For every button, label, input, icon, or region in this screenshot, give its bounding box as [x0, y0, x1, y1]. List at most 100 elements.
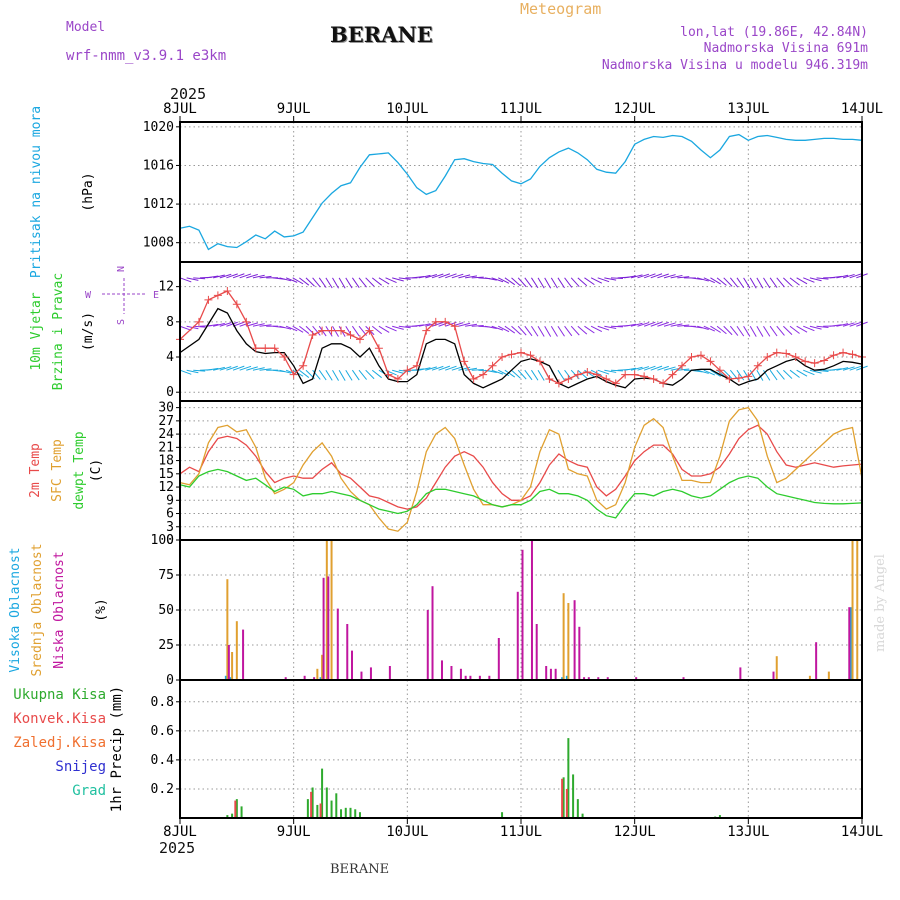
- precip-bar: [311, 787, 314, 818]
- gust-marker: [299, 361, 308, 370]
- pressure-unit-label: (hPa): [81, 172, 96, 211]
- gust-marker: [327, 326, 336, 335]
- wind-vector: [723, 277, 733, 287]
- clouds-bar: [565, 675, 568, 680]
- wind-y-tick-label: 0: [166, 385, 174, 400]
- wind-vector: [491, 369, 504, 375]
- wind-vector: [371, 325, 382, 335]
- wind-vector: [431, 365, 444, 371]
- wind-vector: [351, 277, 360, 288]
- precip-bar: [718, 815, 721, 818]
- wind-vector: [756, 369, 764, 381]
- wind-vector: [783, 325, 793, 335]
- precip-bar: [562, 777, 565, 818]
- gust-marker: [232, 300, 241, 309]
- wind-vector: [445, 365, 457, 371]
- wind-vector: [769, 325, 778, 337]
- temp-y-tick-label: 24: [158, 427, 174, 442]
- wind-vector: [312, 369, 321, 380]
- clouds-unit-label: (%): [94, 598, 109, 621]
- gust-marker: [270, 344, 279, 353]
- wind-vector: [842, 322, 855, 327]
- wind-vector: [179, 277, 192, 283]
- wind-vector: [796, 325, 808, 333]
- gust-marker: [412, 361, 421, 370]
- precip-bar: [335, 793, 338, 818]
- wind-vector: [511, 369, 521, 379]
- wind-vector: [776, 277, 785, 288]
- year-top: 2025: [170, 85, 207, 103]
- x-tick-label-top: 8JUL: [163, 101, 197, 117]
- wind-vector: [219, 366, 232, 371]
- wind-vector: [657, 365, 669, 371]
- wind-vector: [239, 365, 252, 371]
- gust-marker: [782, 349, 791, 358]
- wind-vector: [246, 273, 258, 279]
- clouds-bar: [856, 540, 859, 680]
- wind-vector: [259, 275, 272, 279]
- gust-marker: [772, 348, 781, 357]
- wind-vector: [226, 321, 238, 327]
- wind-vector: [577, 325, 588, 335]
- wind-vector: [537, 369, 545, 381]
- wind-vector: [531, 325, 539, 337]
- gust-marker: [223, 287, 232, 296]
- wind-vector: [351, 369, 360, 381]
- wind-vector: [577, 277, 588, 287]
- gust-marker: [308, 331, 317, 340]
- wind-vector: [219, 322, 232, 327]
- gust-marker: [393, 375, 402, 384]
- wind-vector: [332, 369, 339, 381]
- wind-vector: [279, 325, 292, 330]
- gust-marker: [422, 326, 431, 335]
- wind-vector: [550, 325, 558, 337]
- wind-vector: [637, 273, 650, 279]
- wind-vector: [789, 369, 800, 378]
- wind-vector: [849, 321, 862, 327]
- gust-marker: [687, 353, 696, 362]
- clouds-bar: [772, 671, 775, 680]
- compass-west: W: [85, 290, 92, 301]
- compass-east: E: [153, 290, 159, 301]
- precip-legend-item: Ukupna Kisa: [13, 687, 106, 703]
- gust-marker: [630, 370, 639, 379]
- wind-y-tick-label: 4: [166, 350, 174, 365]
- gust-marker: [848, 350, 857, 359]
- wind-vector: [351, 325, 360, 337]
- wind-vector: [318, 369, 327, 381]
- gust-marker: [242, 317, 251, 326]
- precip-legend-item: Grad: [72, 783, 106, 799]
- wind-vector: [318, 277, 327, 288]
- wind-vector: [385, 277, 397, 284]
- temp-series-line: [179, 468, 863, 519]
- wind-vector: [398, 369, 411, 373]
- wind-vector: [842, 366, 855, 371]
- wind-vector: [219, 273, 232, 279]
- clouds-side-label: Visoka Oblacnost: [8, 547, 23, 672]
- wind-vector: [670, 367, 683, 371]
- wind-vector: [517, 325, 527, 336]
- gust-marker: [621, 370, 630, 379]
- precip-y-tick-label: 0.2: [151, 782, 174, 797]
- x-tick-label-bottom: 10JUL: [386, 824, 428, 840]
- wind-vector: [743, 325, 751, 337]
- gust-marker: [261, 344, 270, 353]
- precip-bar: [319, 803, 322, 818]
- wind-vector: [703, 325, 716, 332]
- pressure-y-tick-label: 1020: [143, 120, 174, 135]
- clouds-bar: [739, 667, 742, 680]
- wind-vector: [252, 367, 265, 371]
- wind-vector: [186, 277, 199, 281]
- wind-vector: [789, 277, 800, 286]
- pressure-side-label: Pritisak na nivou mora: [29, 106, 44, 278]
- gust-marker: [706, 357, 715, 366]
- gust-marker: [763, 353, 772, 362]
- clouds-bar: [316, 668, 319, 680]
- wind-vector: [345, 277, 353, 289]
- wind-vector: [570, 277, 580, 288]
- pressure-series-line: [179, 133, 863, 251]
- wind-vector: [697, 277, 709, 282]
- pressure-y-tick-label: 1008: [143, 236, 174, 251]
- x-tick-label-top: 9JUL: [277, 101, 311, 117]
- wind-vector: [803, 369, 815, 376]
